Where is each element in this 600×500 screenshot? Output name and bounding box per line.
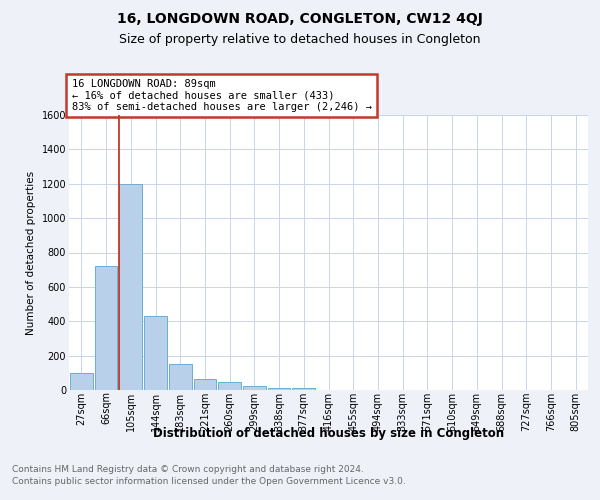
Bar	[292, 388, 315, 390]
Bar	[95, 266, 118, 390]
Bar	[144, 316, 167, 390]
Bar	[119, 184, 142, 390]
Bar	[194, 379, 216, 390]
Text: 16 LONGDOWN ROAD: 89sqm
← 16% of detached houses are smaller (433)
83% of semi-d: 16 LONGDOWN ROAD: 89sqm ← 16% of detache…	[71, 79, 371, 112]
Bar	[268, 388, 290, 390]
Bar	[218, 382, 241, 390]
Bar	[169, 364, 191, 390]
Y-axis label: Number of detached properties: Number of detached properties	[26, 170, 36, 334]
Text: Contains public sector information licensed under the Open Government Licence v3: Contains public sector information licen…	[12, 478, 406, 486]
Text: Contains HM Land Registry data © Crown copyright and database right 2024.: Contains HM Land Registry data © Crown c…	[12, 465, 364, 474]
Text: Distribution of detached houses by size in Congleton: Distribution of detached houses by size …	[153, 428, 505, 440]
Bar	[243, 386, 266, 390]
Text: 16, LONGDOWN ROAD, CONGLETON, CW12 4QJ: 16, LONGDOWN ROAD, CONGLETON, CW12 4QJ	[117, 12, 483, 26]
Bar	[70, 373, 93, 390]
Text: Size of property relative to detached houses in Congleton: Size of property relative to detached ho…	[119, 32, 481, 46]
